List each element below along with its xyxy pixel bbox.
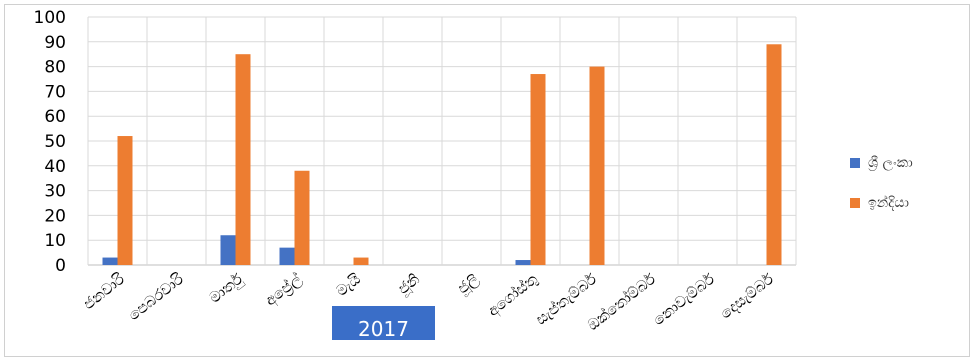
bar-india <box>117 136 133 265</box>
legend-label-india: ඉන්දියා <box>868 195 910 211</box>
bar-india <box>589 66 605 265</box>
x-tick-label: දෙසැම්බර් <box>717 270 777 323</box>
x-tick-label: මාර්තු <box>206 270 246 307</box>
x-tick-label: මැයි <box>333 270 365 300</box>
bar-india <box>353 257 369 265</box>
x-tick-label: ජනවාරි <box>80 270 128 313</box>
y-tick-label: 60 <box>44 107 66 127</box>
y-tick-label: 10 <box>44 231 66 251</box>
bars <box>102 44 782 266</box>
bar-sri-lanka <box>515 260 531 265</box>
legend-label-sri-lanka: ශ්‍රී ලංකා <box>868 155 913 171</box>
axes: 0 10 20 30 40 50 60 70 80 90 100 ජනවාරිපෙබරවාරි මාර්… <box>34 8 777 334</box>
bar-sri-lanka <box>220 235 236 265</box>
x-tick-label: නොවැම්බර් <box>649 270 718 329</box>
y-tick-label: 50 <box>44 132 66 152</box>
grid-lines <box>87 16 797 266</box>
y-tick-label: 40 <box>44 157 66 177</box>
y-tick-label: 90 <box>44 33 66 53</box>
x-tick-label: පෙබරවාරි <box>125 270 187 324</box>
bar-india <box>530 74 546 265</box>
x-tick-label: ජූලි <box>454 270 483 299</box>
bar-sri-lanka <box>279 247 295 265</box>
legend-swatch-sri-lanka <box>850 158 860 168</box>
y-tick-label: 80 <box>44 58 66 78</box>
y-tick-label: 20 <box>44 206 66 226</box>
bar-india <box>235 54 251 266</box>
legend-swatch-india <box>850 198 860 208</box>
bar-sri-lanka <box>102 257 118 265</box>
y-tick-label: 100 <box>34 8 66 28</box>
legend-item-sri-lanka[interactable]: ශ්‍රී ලංකා <box>850 150 970 176</box>
y-tick-label: 30 <box>44 182 66 202</box>
legend-item-india[interactable]: ඉන්දියා <box>850 190 970 216</box>
x-tick-label: අප්‍රේල් <box>261 270 306 311</box>
year-annotation: 2017 <box>332 306 435 341</box>
legend: ශ්‍රී ලංකා ඉන්දියා <box>850 150 970 230</box>
bar-india <box>766 44 782 265</box>
x-tick-label: ජූනි <box>394 270 423 299</box>
y-tick-label: 0 <box>55 256 66 276</box>
bar-india <box>294 170 310 265</box>
y-tick-label: 70 <box>44 82 66 102</box>
